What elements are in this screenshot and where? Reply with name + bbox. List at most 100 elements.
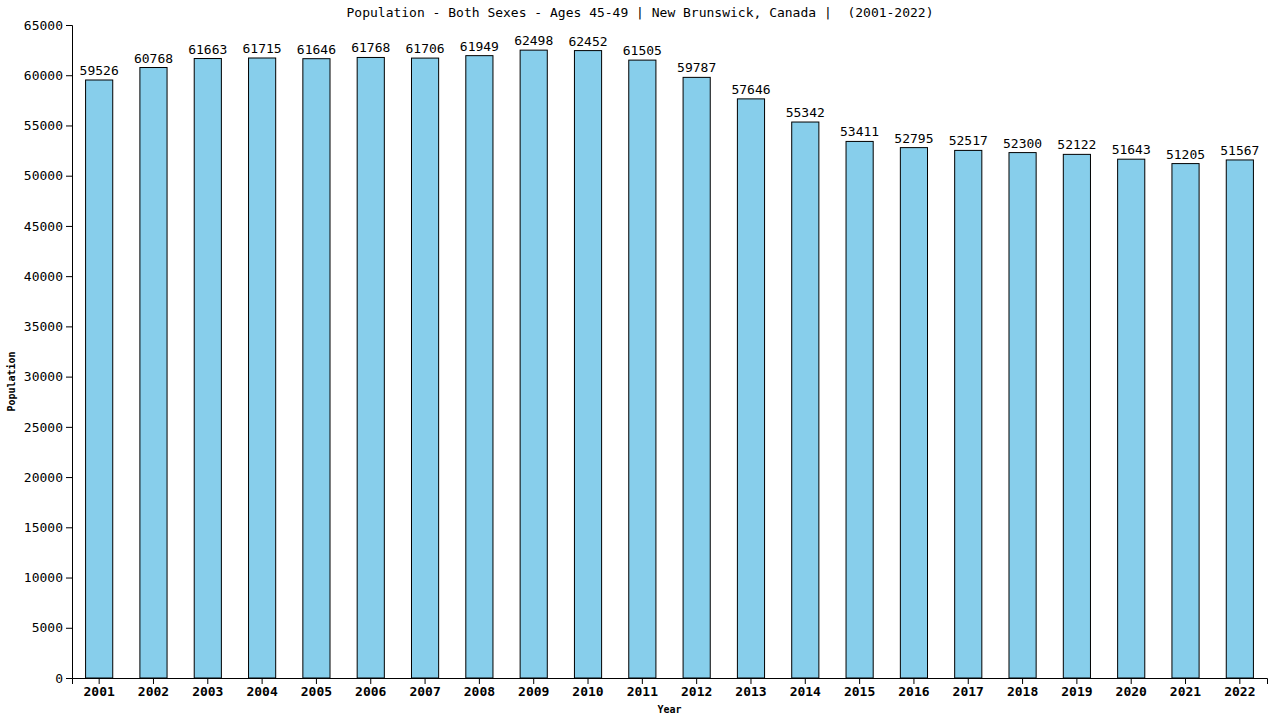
y-tick-mark: [66, 176, 72, 177]
x-axis: 2001200220032004200520062007200820092010…: [73, 678, 1268, 699]
x-tick-mark: [1022, 678, 1023, 684]
y-tick-label: 35000: [24, 319, 63, 334]
x-tick-mark: [533, 678, 534, 684]
x-tick-label: 2020: [1116, 684, 1147, 699]
x-tick-label: 2019: [1061, 684, 1092, 699]
y-axis-line: [66, 26, 73, 679]
x-tick-label: 2012: [681, 684, 712, 699]
y-tick: 60000: [24, 68, 72, 83]
x-tick: 2013: [735, 678, 766, 699]
y-tick: 30000: [24, 369, 72, 384]
x-tick-mark: [859, 678, 860, 684]
bar: [629, 60, 656, 678]
data-label: 62452: [568, 34, 607, 49]
bar: [1063, 154, 1090, 678]
data-label: 52300: [1003, 136, 1042, 151]
data-label: 61663: [188, 42, 227, 57]
x-tick-label: 2005: [301, 684, 332, 699]
bar: [1172, 164, 1199, 678]
x-tick-label: 2006: [355, 684, 386, 699]
data-label: 51567: [1220, 143, 1259, 158]
data-label: 52122: [1057, 137, 1096, 152]
y-tick: 55000: [24, 118, 72, 133]
y-tick: 5000: [32, 620, 72, 635]
data-label: 52517: [949, 133, 988, 148]
y-tick-mark: [66, 377, 72, 378]
y-tick-label: 55000: [24, 118, 63, 133]
data-label: 52795: [894, 131, 933, 146]
x-tick: 2007: [409, 678, 440, 699]
bar: [140, 68, 167, 678]
x-tick-label: 2021: [1170, 684, 1201, 699]
y-tick: 65000: [24, 18, 72, 33]
y-tick-label: 60000: [24, 68, 63, 83]
x-tick: 2002: [138, 678, 169, 699]
x-tick: 2021: [1170, 678, 1201, 699]
bar: [955, 150, 982, 678]
x-tick-label: 2007: [409, 684, 440, 699]
bar: [466, 56, 493, 678]
x-tick: 2020: [1116, 678, 1147, 699]
y-tick: 20000: [24, 470, 72, 485]
data-label: 51643: [1112, 142, 1151, 157]
x-tick-label: 2009: [518, 684, 549, 699]
data-labels: 5952660768616636171561646617686170661949…: [80, 33, 1260, 161]
x-tick: 2009: [518, 678, 549, 699]
x-tick-label: 2015: [844, 684, 875, 699]
x-tick: 2006: [355, 678, 386, 699]
x-tick-mark: [316, 678, 317, 684]
x-tick-mark: [1076, 678, 1077, 684]
bar: [792, 122, 819, 678]
data-label: 62498: [514, 33, 553, 48]
x-tick: 2022: [1224, 678, 1255, 699]
y-tick-label: 30000: [24, 369, 63, 384]
bar: [1226, 160, 1253, 678]
bar: [520, 50, 547, 678]
x-tick: 2015: [844, 678, 875, 699]
bar: [194, 59, 221, 678]
data-label: 61706: [405, 41, 444, 56]
x-tick-mark: [99, 678, 100, 684]
bar: [303, 59, 330, 678]
y-tick-mark: [66, 326, 72, 327]
y-tick: 50000: [24, 168, 72, 183]
x-tick-label: 2022: [1224, 684, 1255, 699]
x-tick-mark: [207, 678, 208, 684]
x-tick: 2017: [953, 678, 984, 699]
x-tick: 2003: [192, 678, 223, 699]
y-tick: 45000: [24, 219, 72, 234]
y-axis: 0500010000150002000025000300003500040000…: [24, 18, 73, 686]
x-tick: 2005: [301, 678, 332, 699]
data-label: 60768: [134, 51, 173, 66]
x-tick: 2001: [84, 678, 115, 699]
data-label: 61715: [243, 41, 282, 56]
x-tick-mark: [913, 678, 914, 684]
x-tick-label: 2002: [138, 684, 169, 699]
x-tick-label: 2014: [790, 684, 821, 699]
data-label: 55342: [786, 105, 825, 120]
y-axis-title: Population: [6, 351, 17, 411]
x-tick-mark: [805, 678, 806, 684]
y-tick: 10000: [24, 570, 72, 585]
data-label: 59787: [677, 60, 716, 75]
bar: [574, 51, 601, 678]
x-tick: 2019: [1061, 678, 1092, 699]
bar: [86, 80, 113, 678]
x-tick-mark: [479, 678, 480, 684]
y-tick-mark: [66, 578, 72, 579]
bar: [737, 99, 764, 678]
x-tick-mark: [370, 678, 371, 684]
data-label: 53411: [840, 124, 879, 139]
bar: [683, 77, 710, 678]
y-tick: 35000: [24, 319, 72, 334]
x-tick-label: 2008: [464, 684, 495, 699]
bar: [1118, 159, 1145, 678]
x-tick-mark: [153, 678, 154, 684]
x-tick-label: 2013: [735, 684, 766, 699]
y-tick-label: 15000: [24, 520, 63, 535]
x-tick-label: 2004: [246, 684, 277, 699]
x-tick-mark: [642, 678, 643, 684]
y-tick-mark: [66, 628, 72, 629]
plot: 5952660768616636171561646617686170661949…: [24, 18, 1268, 700]
y-tick: 40000: [24, 269, 72, 284]
